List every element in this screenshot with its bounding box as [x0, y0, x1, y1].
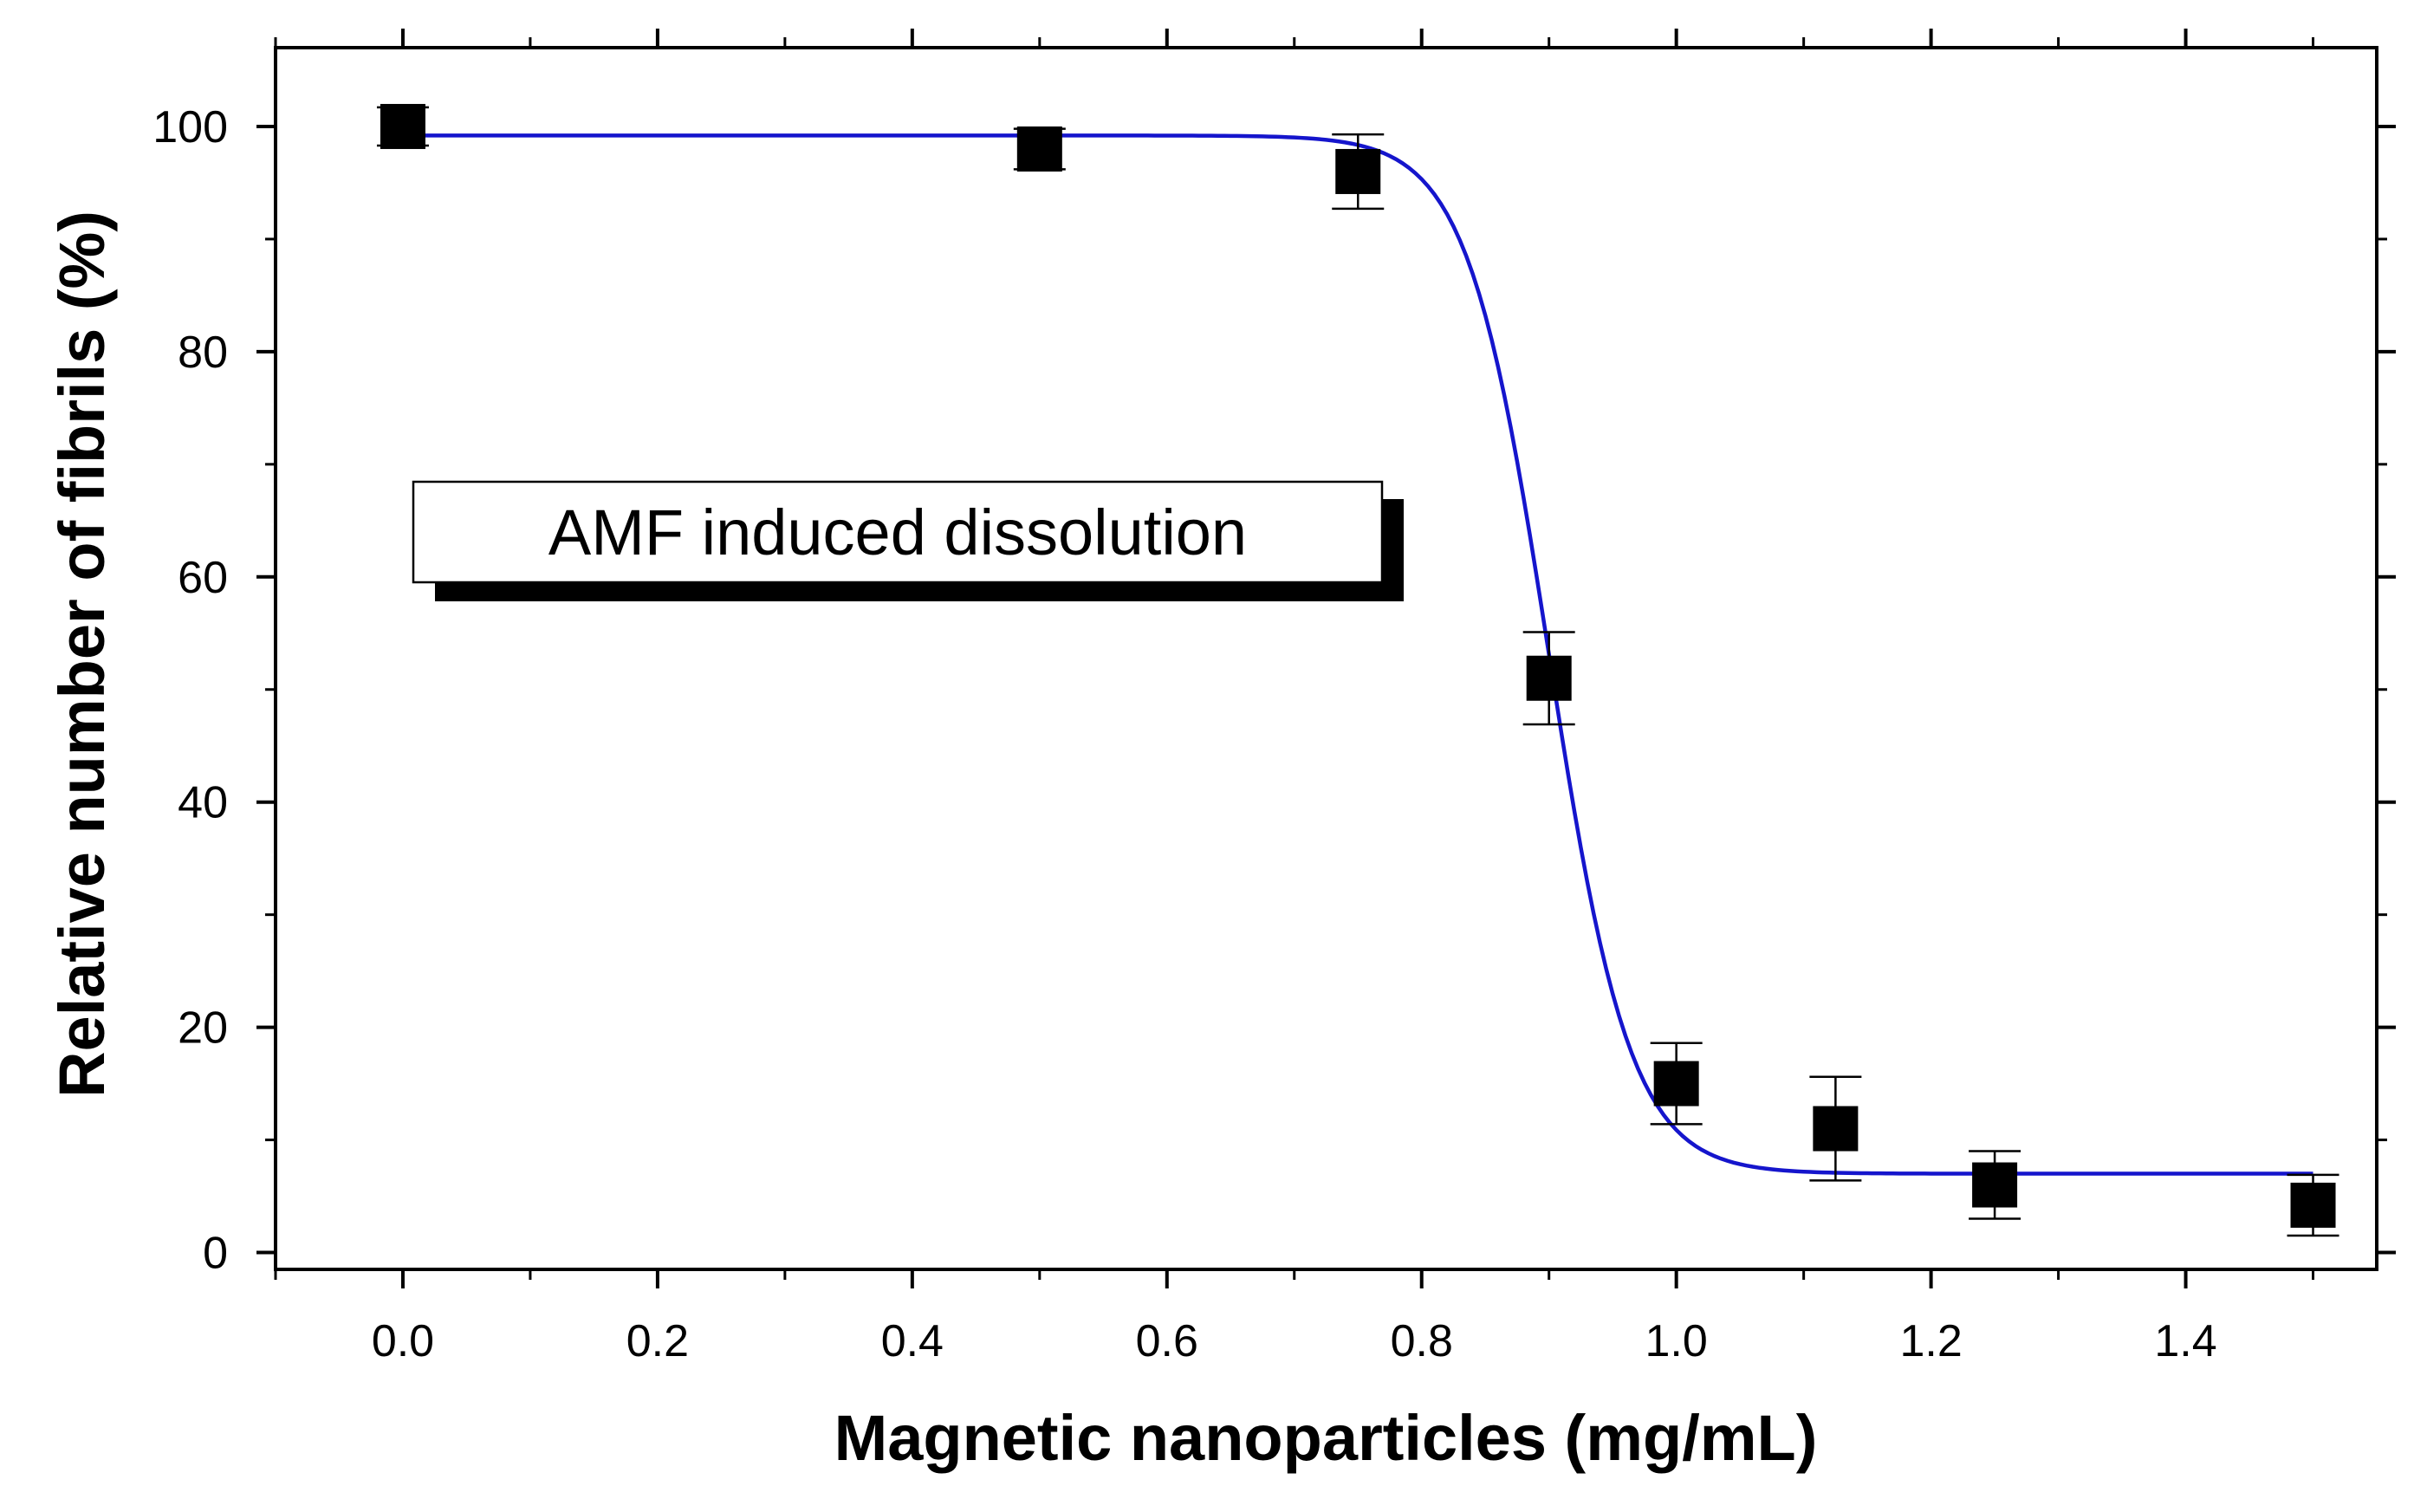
annotation-box: AMF induced dissolution — [412, 480, 1404, 601]
y-tick-label: 0 — [203, 1229, 228, 1279]
x-tick-label: 0.6 — [1136, 1316, 1198, 1366]
data-point-marker — [1653, 1061, 1699, 1106]
y-axis: 0 20 40 60 80 100 — [152, 102, 2396, 1279]
x-axis: 0.0 0.2 0.4 0.6 0.8 1.0 1.2 1.4 — [274, 29, 2315, 1366]
x-tick-label: 1.4 — [2154, 1316, 2216, 1366]
x-tick-label: 1.2 — [1899, 1316, 1962, 1366]
data-point-marker — [1016, 126, 1062, 172]
x-tick-label: 0.8 — [1391, 1316, 1453, 1366]
x-tick-label: 0.2 — [626, 1316, 689, 1366]
y-axis-title: Relative number of fibrils (%) — [46, 211, 118, 1098]
annotation-frame — [412, 480, 1384, 584]
data-point-marker — [1813, 1106, 1859, 1152]
data-point-marker — [1335, 148, 1381, 194]
plot-area — [274, 46, 2378, 1271]
fit-curve-layer — [402, 133, 2313, 1176]
data-point-marker — [2290, 1182, 2336, 1228]
x-tick-label: 1.0 — [1645, 1316, 1708, 1366]
plot-frame — [274, 46, 2378, 1271]
y-tick-label: 80 — [178, 328, 228, 378]
y-tick-label: 100 — [152, 102, 228, 152]
x-axis-title: Magnetic nanoparticles (mg/mL) — [834, 1402, 1818, 1474]
y-tick-label: 40 — [178, 778, 228, 828]
y-tick-label: 20 — [178, 1003, 228, 1054]
annotation-text: AMF induced dissolution — [548, 496, 1247, 568]
data-point-marker — [1972, 1162, 2018, 1208]
data-points-layer — [376, 103, 2339, 1237]
data-point-marker — [380, 103, 425, 149]
fit-curve-line — [402, 133, 2313, 1176]
y-tick-label: 60 — [178, 553, 228, 603]
data-point-marker — [1526, 655, 1572, 701]
x-tick-label: 0.0 — [372, 1316, 434, 1366]
x-tick-label: 0.4 — [881, 1316, 944, 1366]
